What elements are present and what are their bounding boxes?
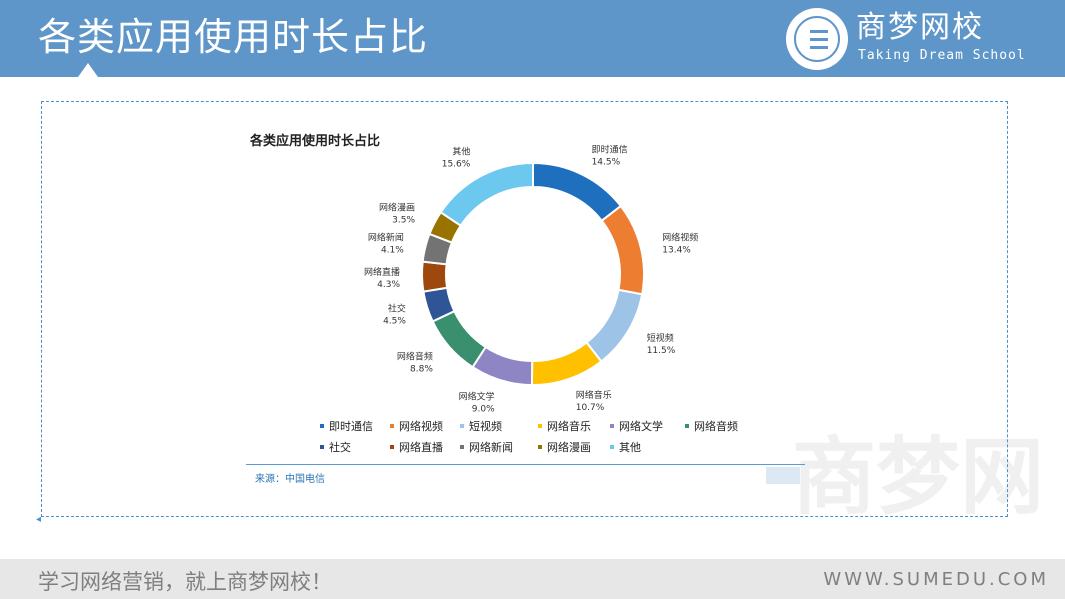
legend-label: 网络漫画 xyxy=(547,441,591,454)
legend-label: 网络视频 xyxy=(399,420,443,433)
legend-item: 网络新闻 xyxy=(460,439,513,455)
donut-slice xyxy=(439,161,534,228)
frame-corner-icon: ◂ xyxy=(36,514,42,525)
legend-label: 其他 xyxy=(619,441,641,454)
logo-seal-stroke xyxy=(810,38,828,41)
chart-title: 各类应用使用时长占比 xyxy=(250,134,381,149)
donut-slice xyxy=(421,260,449,293)
slice-value-label: 11.5% xyxy=(647,346,676,356)
legend-swatch xyxy=(538,445,542,449)
legend-swatch xyxy=(320,424,324,428)
source-note: 来源：中国电信 xyxy=(255,474,325,485)
header-notch xyxy=(78,63,98,77)
slice-category-label: 其他 xyxy=(452,146,470,158)
legend-item: 社交 xyxy=(320,439,351,455)
donut-slice xyxy=(585,288,644,363)
legend-swatch xyxy=(610,445,614,449)
slice-value-label: 13.4% xyxy=(662,246,691,256)
slice-category-label: 网络直播 xyxy=(364,266,400,278)
footer-slogan: 学习网络营销，就上商梦网校！ xyxy=(38,570,332,594)
legend-item: 网络直播 xyxy=(390,439,443,455)
legend-item: 网络音乐 xyxy=(538,418,591,434)
footer-bar: 学习网络营销，就上商梦网校！ WWW.SUMEDU.COM xyxy=(0,559,1065,599)
slice-value-label: 4.3% xyxy=(377,280,400,290)
legend-swatch xyxy=(610,424,614,428)
legend-swatch xyxy=(538,424,542,428)
slice-value-label: 4.1% xyxy=(381,245,404,255)
legend-swatch xyxy=(685,424,689,428)
legend-swatch xyxy=(390,424,394,428)
slice-value-label: 3.5% xyxy=(392,216,415,226)
legend-item: 即时通信 xyxy=(320,418,373,434)
legend-label: 短视频 xyxy=(469,420,502,433)
legend-item: 网络文学 xyxy=(610,418,663,434)
slice-value-label: 14.5% xyxy=(592,158,621,168)
logo-subtitle: Taking Dream School xyxy=(858,48,1026,63)
slice-category-label: 网络文学 xyxy=(459,390,495,402)
legend-swatch xyxy=(320,445,324,449)
slice-category-label: 网络新闻 xyxy=(368,231,404,243)
legend-swatch xyxy=(390,445,394,449)
legend-item: 网络漫画 xyxy=(538,439,591,455)
header-bar: 各类应用使用时长占比 商梦网校 Taking Dream School xyxy=(0,0,1065,77)
slice-category-label: 短视频 xyxy=(647,332,674,344)
legend-label: 网络新闻 xyxy=(469,441,513,454)
slice-category-label: 网络音频 xyxy=(397,351,433,363)
legend-label: 即时通信 xyxy=(329,420,373,433)
page-title: 各类应用使用时长占比 xyxy=(38,15,429,59)
logo-seal-stroke xyxy=(810,30,828,33)
slice-category-label: 网络漫画 xyxy=(379,202,415,214)
slice-value-label: 8.8% xyxy=(410,365,433,375)
slice-value-label: 4.5% xyxy=(383,316,406,326)
slice-value-label: 10.7% xyxy=(576,403,605,413)
slice-category-label: 即时通信 xyxy=(592,144,628,156)
logo-seal-ring xyxy=(794,16,840,62)
source-divider xyxy=(246,464,805,465)
legend-label: 网络音乐 xyxy=(547,420,591,433)
legend-label: 网络文学 xyxy=(619,420,663,433)
logo-name: 商梦网校 xyxy=(856,10,984,45)
donut-slice xyxy=(532,161,623,223)
donut-slice xyxy=(530,341,603,386)
content-frame xyxy=(41,101,1008,517)
legend-label: 网络音频 xyxy=(694,420,738,433)
legend-item: 短视频 xyxy=(460,418,502,434)
legend-item: 网络音频 xyxy=(685,418,738,434)
slice-category-label: 网络音乐 xyxy=(576,389,612,401)
legend-item: 网络视频 xyxy=(390,418,443,434)
legend-swatch xyxy=(460,445,464,449)
slice-value-label: 9.0% xyxy=(472,404,495,414)
legend-item: 其他 xyxy=(610,439,641,455)
logo-seal-stroke xyxy=(810,46,828,49)
slice-value-label: 15.6% xyxy=(442,160,471,170)
school-logo[interactable]: 商梦网校 Taking Dream School xyxy=(786,8,1026,70)
logo-seal-icon xyxy=(786,8,848,70)
slice-category-label: 社交 xyxy=(388,302,406,314)
watermark: 商梦网 xyxy=(792,428,1045,526)
legend-swatch xyxy=(460,424,464,428)
donut-slice xyxy=(600,204,645,296)
legend-label: 社交 xyxy=(329,441,351,454)
slice-category-label: 网络视频 xyxy=(662,232,698,244)
source-decor-box xyxy=(766,467,800,484)
footer-url[interactable]: WWW.SUMEDU.COM xyxy=(823,569,1049,590)
donut-slice xyxy=(431,309,488,369)
legend-label: 网络直播 xyxy=(399,441,443,454)
